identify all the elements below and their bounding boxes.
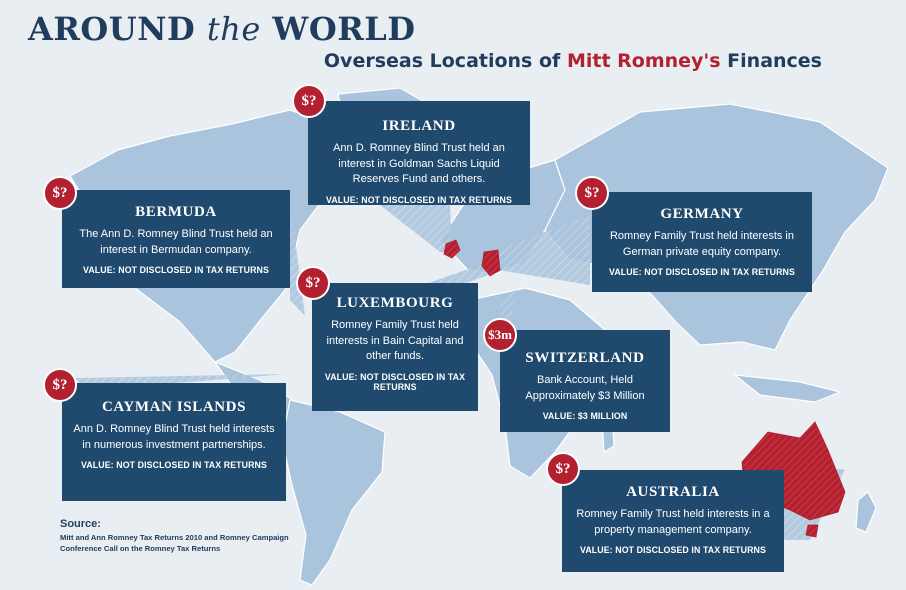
callout-australia-text: Romney Family Trust held interests in a … [576, 508, 770, 536]
source-label: Source: [60, 518, 101, 530]
beam-germany [490, 215, 590, 285]
callout-switzerland-value: VALUE: $3 MILLION [542, 411, 628, 421]
callout-bermuda-text: The Ann D. Romney Blind Trust held an in… [79, 228, 273, 256]
callout-ireland-value: VALUE: NOT DISCLOSED IN TAX RETURNS [326, 194, 512, 205]
subtitle-suffix: Finances [727, 50, 822, 72]
title-part-around: AROUND [28, 10, 196, 48]
callout-ireland-title: IRELAND [382, 118, 456, 134]
title-part-the: the [206, 10, 261, 48]
badge-bermuda: $? [43, 176, 77, 210]
badge-germany: $? [575, 176, 609, 210]
page-title: AROUND the WORLD [28, 10, 416, 48]
callout-germany: GERMANY Romney Family Trust held interes… [592, 192, 812, 292]
source-text: Mitt and Ann Romney Tax Returns 2010 and… [60, 533, 289, 553]
page-subtitle: Overseas Locations of Mitt Romney's Fina… [324, 50, 822, 72]
title-part-world: WORLD [272, 10, 416, 48]
callout-bermuda-title: BERMUDA [135, 204, 217, 220]
source-note: Source: Mitt and Ann Romney Tax Returns … [60, 518, 290, 554]
badge-ireland: $? [292, 84, 326, 118]
callout-ireland: IRELAND Ann D. Romney Blind Trust held a… [308, 101, 530, 205]
badge-switzerland: $3m [483, 318, 517, 352]
callout-germany-title: GERMANY [660, 206, 744, 222]
callout-australia: AUSTRALIA Romney Family Trust held inter… [562, 470, 784, 572]
callout-luxembourg-title: LUXEMBOURG [336, 295, 454, 311]
callout-germany-text: Romney Family Trust held interests in Ge… [609, 230, 794, 258]
callout-cayman-islands-title: CAYMAN ISLANDS [101, 399, 247, 415]
subtitle-prefix: Overseas Locations of [323, 50, 561, 72]
callout-switzerland-text: Bank Account, Held Approximately $3 Mill… [525, 374, 645, 402]
callout-cayman-islands: CAYMAN ISLANDS Ann D. Romney Blind Trust… [62, 383, 286, 501]
new-zealand [855, 491, 877, 533]
ireland-shape [443, 239, 461, 259]
badge-australia: $? [546, 452, 580, 486]
callout-luxembourg-value: VALUE: NOT DISCLOSED IN TAX RETURNS [324, 371, 466, 392]
callout-ireland-text: Ann D. Romney Blind Trust held an intere… [333, 142, 505, 185]
callout-cayman-islands-value: VALUE: NOT DISCLOSED IN TAX RETURNS [81, 460, 267, 470]
callout-bermuda-value: VALUE: NOT DISCLOSED IN TAX RETURNS [83, 265, 269, 275]
indonesia [734, 374, 841, 403]
south-america [281, 399, 386, 586]
subtitle-name: Mitt Romney's [566, 50, 721, 72]
tasmania-shape [805, 524, 819, 538]
callout-australia-value: VALUE: NOT DISCLOSED IN TAX RETURNS [580, 545, 766, 555]
callout-australia-title: AUSTRALIA [626, 484, 720, 500]
badge-cayman-islands: $? [43, 368, 77, 402]
badge-luxembourg: $? [296, 266, 330, 300]
beam-ireland [380, 205, 452, 252]
callout-switzerland-title: SWITZERLAND [525, 350, 645, 366]
callout-switzerland: SWITZERLAND Bank Account, Held Approxima… [500, 330, 670, 432]
callout-cayman-islands-text: Ann D. Romney Blind Trust held interests… [73, 423, 275, 451]
callout-bermuda: BERMUDA The Ann D. Romney Blind Trust he… [62, 190, 290, 288]
callout-luxembourg: LUXEMBOURG Romney Family Trust held inte… [312, 283, 478, 411]
callout-germany-value: VALUE: NOT DISCLOSED IN TAX RETURNS [609, 267, 795, 277]
callout-luxembourg-text: Romney Family Trust held interests in Ba… [326, 319, 464, 362]
germany-shape [481, 249, 501, 277]
